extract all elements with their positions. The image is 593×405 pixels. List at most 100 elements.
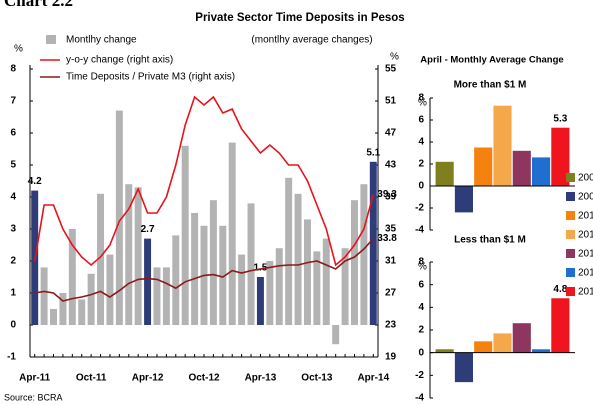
y-axis-label: %: [418, 98, 427, 109]
bar: [266, 261, 274, 325]
y2-tick-label: 39: [385, 192, 397, 203]
bar: [532, 157, 551, 186]
bar: [209, 200, 217, 325]
legend-label: 2010: [578, 211, 593, 222]
bar: [191, 213, 199, 325]
panel-chart-title: More than $1 M: [454, 80, 527, 91]
bar: [551, 127, 570, 186]
y-tick-label: -4: [415, 225, 424, 236]
legend-swatch: [46, 35, 56, 44]
bar: [512, 323, 531, 353]
x-tick-label: Apr-14: [357, 373, 389, 384]
y-axis-label: %: [418, 262, 427, 273]
y2-axis-label: %: [390, 52, 399, 63]
y-tick-label: 6: [10, 128, 16, 139]
y-tick-label: 4: [10, 192, 16, 203]
y-tick-label: 4: [418, 302, 424, 313]
panel-title: April - Monthly Average Change: [420, 55, 563, 66]
bar: [493, 333, 512, 353]
bar: [351, 200, 358, 325]
legend-label: 2008: [578, 173, 593, 184]
x-tick-label: Oct-13: [301, 373, 333, 384]
x-tick-label: Oct-11: [76, 373, 107, 384]
data-label: 4.2: [28, 176, 42, 187]
bar: [172, 235, 180, 325]
legend-label: 2014: [578, 287, 593, 298]
bar: [303, 219, 311, 325]
legend-label: Time Deposits / Private M3 (right axis): [66, 72, 235, 83]
bar: [50, 309, 57, 325]
bar: [78, 299, 86, 325]
y-tick-label: -2: [415, 370, 424, 381]
data-label: 5.3: [553, 113, 567, 124]
bar: [68, 229, 76, 325]
bar: [551, 298, 570, 353]
legend-label: y-o-y change (right axis): [66, 55, 173, 66]
x-tick-label: Apr-11: [19, 373, 51, 384]
data-label: 33.8: [377, 233, 397, 244]
y2-tick-label: 35: [385, 224, 397, 235]
data-label: 39.3: [377, 189, 397, 200]
bar: [435, 161, 454, 186]
chart-number: Chart 2.2: [4, 0, 73, 10]
data-label: 4.8: [553, 284, 567, 295]
bar: [369, 161, 377, 325]
y-tick-label: -4: [415, 393, 424, 404]
bar: [153, 267, 161, 325]
data-label: 1.5: [253, 263, 267, 274]
bar: [238, 254, 246, 325]
bar: [474, 147, 493, 186]
legend-swatch: [566, 249, 575, 258]
y2-tick-label: 47: [385, 128, 397, 139]
legend-swatch: [566, 192, 575, 201]
source: Source: BCRA: [4, 392, 63, 402]
line: [34, 238, 374, 302]
bar: [219, 225, 227, 325]
bar: [285, 177, 293, 325]
bar: [332, 325, 340, 345]
data-label: 5.1: [366, 147, 380, 158]
legend-swatch: [566, 268, 575, 277]
x-tick-label: Apr-12: [132, 373, 164, 384]
bar: [181, 145, 189, 325]
bar: [144, 238, 152, 325]
bar: [360, 184, 368, 325]
bar: [322, 238, 330, 325]
bar: [228, 142, 236, 325]
y2-tick-label: 51: [385, 96, 397, 107]
legend-label: 2011: [578, 230, 593, 241]
legend-swatch: [566, 173, 575, 182]
y-tick-label: 1: [10, 288, 16, 299]
y2-tick-label: 55: [385, 64, 397, 75]
x-tick-label: Oct-12: [188, 373, 220, 384]
y-tick-label: 7: [10, 96, 16, 107]
bar: [106, 254, 114, 325]
bar: [341, 248, 349, 325]
bar: [294, 193, 302, 325]
bar: [40, 267, 48, 325]
legend-label: 2009: [578, 192, 593, 203]
chart-subtitle: (montlhy average changes): [251, 35, 372, 46]
bar: [59, 293, 67, 325]
data-label: 2.7: [141, 224, 155, 235]
bar: [275, 248, 283, 325]
y2-tick-label: 23: [385, 320, 397, 331]
panel-chart-title: Less than $1 M: [454, 235, 526, 246]
bar: [532, 349, 551, 353]
y2-tick-label: 43: [385, 160, 397, 171]
y-tick-label: 5: [10, 160, 16, 171]
bar: [474, 341, 493, 353]
bar: [454, 352, 473, 383]
y-tick-label: 3: [10, 224, 16, 235]
y-tick-label: 2: [418, 159, 424, 170]
y-tick-label: 2: [10, 256, 16, 267]
y-tick-label: 6: [418, 279, 424, 290]
y-tick-label: 4: [418, 137, 424, 148]
y-tick-label: 8: [418, 257, 424, 268]
y-tick-label: 0: [418, 347, 424, 358]
bar: [313, 251, 321, 325]
y-tick-label: -2: [415, 203, 424, 214]
y-axis-label: %: [14, 44, 23, 55]
